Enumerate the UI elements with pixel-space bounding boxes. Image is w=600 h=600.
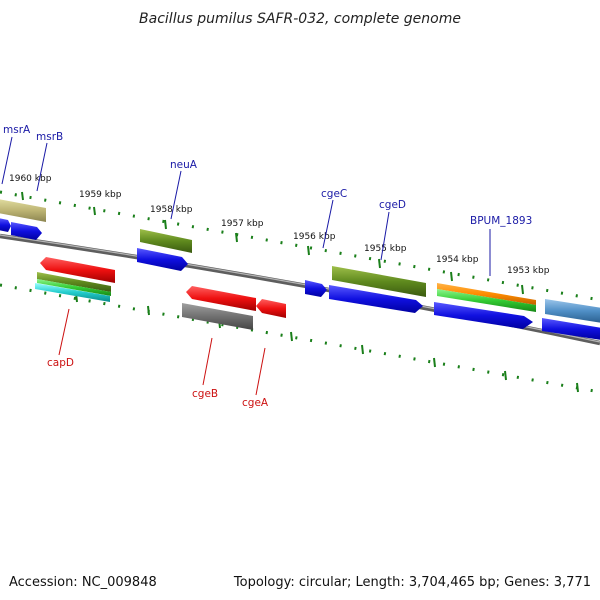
gene-gray-feature[interactable]: [182, 303, 253, 330]
tick-label: 1953 kbp: [507, 266, 550, 276]
gene-cyan-feature[interactable]: [35, 283, 110, 302]
gene-green-feature[interactable]: [37, 279, 111, 296]
major-ticks-inner: [75, 292, 579, 393]
gene-feature-blue[interactable]: [542, 318, 600, 340]
major-ticks-outer: [21, 191, 524, 295]
gene-feature-blue[interactable]: [434, 302, 533, 329]
tick-labels: 1960 kbp 1959 kbp 1958 kbp 1957 kbp 1956…: [9, 174, 550, 276]
gene-feature-blue[interactable]: [11, 222, 42, 240]
gene-steel-feature[interactable]: [545, 299, 600, 323]
gene-feature-red[interactable]: [256, 299, 286, 318]
tick-label: 1957 kbp: [221, 219, 264, 229]
gene-green-feature[interactable]: [437, 289, 536, 312]
tick-label: 1956 kbp: [293, 232, 336, 242]
tick-label: 1955 kbp: [364, 244, 407, 254]
reverse-strand-features: [35, 257, 286, 330]
gene-label-msrA[interactable]: msrA: [3, 124, 31, 136]
tick-label: 1958 kbp: [150, 205, 193, 215]
topology-text: Topology: circular; Length: 3,704,465 bp…: [233, 575, 591, 590]
gene-label-neuA[interactable]: neuA: [170, 159, 198, 171]
tick-label: 1959 kbp: [79, 190, 122, 200]
gene-label-BPUM_1893[interactable]: BPUM_1893: [470, 215, 532, 227]
gene-khaki-feature[interactable]: [0, 199, 46, 222]
gene-olive-feature[interactable]: [37, 272, 111, 292]
gene-olive-feature[interactable]: [140, 229, 192, 253]
gene-label-cgeC[interactable]: cgeC: [321, 188, 347, 200]
gene-feature-blue[interactable]: [0, 218, 11, 232]
gene-label-msrB[interactable]: msrB: [36, 131, 63, 143]
gene-orange-feature[interactable]: [437, 283, 536, 305]
gene-label-cgeB[interactable]: cgeB: [192, 388, 218, 400]
gene-feature-blue[interactable]: [137, 248, 188, 271]
gene-label-capD[interactable]: capD: [47, 357, 74, 369]
gene-olive-feature[interactable]: [332, 266, 426, 297]
gene-labels: msrA msrB neuA cgeC cgeD BPUM_1893 capD …: [3, 124, 532, 409]
gene-label-cgeD[interactable]: cgeD: [379, 199, 406, 211]
gene-label-cgeA[interactable]: cgeA: [242, 397, 269, 409]
tick-label: 1960 kbp: [9, 174, 52, 184]
forward-strand-features: [0, 199, 600, 340]
tick-label: 1954 kbp: [436, 255, 479, 265]
leader-lines: [1, 136, 491, 396]
map-title: Bacillus pumilus SAFR-032, complete geno…: [139, 11, 461, 27]
gene-feature-blue[interactable]: [305, 280, 327, 297]
gene-feature-blue[interactable]: [329, 285, 423, 313]
gene-feature-red[interactable]: [40, 257, 115, 283]
gene-feature-red[interactable]: [186, 286, 256, 311]
accession-text: Accession: NC_009848: [9, 575, 157, 590]
